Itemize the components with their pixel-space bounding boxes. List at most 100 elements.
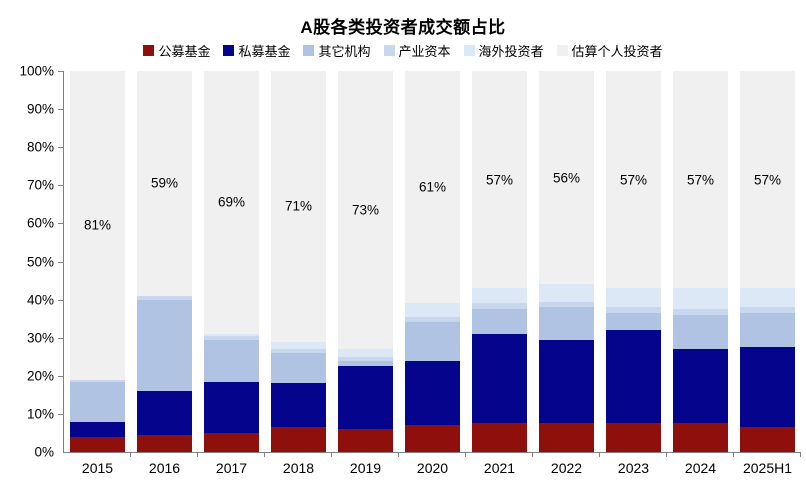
bar-segment (338, 349, 393, 357)
y-axis-tick (58, 337, 64, 339)
x-axis-tick (465, 453, 466, 457)
bar-segment (137, 391, 192, 435)
x-axis-label: 2020 (416, 460, 449, 476)
bar-segment (606, 330, 661, 424)
x-axis-label: 2024 (684, 460, 717, 476)
legend-swatch-icon (223, 45, 235, 56)
legend-label: 估算个人投资者 (571, 44, 663, 59)
bar-segment (204, 333, 259, 336)
bar-segment (137, 299, 192, 392)
legend-swatch-icon (303, 45, 315, 56)
bar-segment (606, 312, 661, 331)
x-axis-tick (800, 453, 801, 457)
bar-segment (539, 301, 594, 308)
bar-segment (405, 425, 460, 452)
bar-segment (673, 349, 728, 424)
bar-segment (472, 333, 527, 424)
y-axis-tick-label: 80% (26, 139, 54, 155)
bar-segment (338, 366, 393, 430)
bar-segment (338, 356, 393, 361)
bar-segment (338, 71, 393, 350)
bar-segment (271, 71, 326, 342)
bar-segment (70, 71, 125, 380)
chart-legend: 公募基金 私募基金 其它机构 产业资本 海外投资者 估算个人投资者 (0, 41, 806, 60)
legend-item: 海外投资者 (463, 41, 544, 60)
bar-value-label: 59% (150, 175, 179, 191)
bar-segment (70, 381, 125, 422)
bar-value-label: 57% (686, 172, 715, 188)
bar-segment (137, 434, 192, 452)
legend-item: 产业资本 (383, 41, 451, 60)
x-axis-label: 2025H1 (742, 460, 793, 476)
x-axis-label: 2023 (617, 460, 650, 476)
y-axis-tick (58, 375, 64, 377)
legend-swatch-icon (556, 45, 568, 56)
legend-swatch-icon (463, 45, 475, 56)
bar-segment (472, 71, 527, 289)
y-axis-tick (58, 147, 64, 149)
x-axis-tick (197, 453, 198, 457)
bar-segment (70, 421, 125, 437)
bar-segment (539, 284, 594, 302)
legend-swatch-icon (383, 45, 395, 56)
bar-segment (204, 381, 259, 433)
bar-segment (204, 71, 259, 334)
x-axis-tick (130, 453, 131, 457)
x-axis-tick (331, 453, 332, 457)
y-axis-tick (58, 223, 64, 225)
bar-segment (740, 307, 795, 313)
y-axis-tick (58, 109, 64, 111)
bar-segment (539, 307, 594, 340)
bar-segment (271, 383, 326, 428)
x-axis-tick (532, 453, 533, 457)
y-axis-tick (58, 185, 64, 187)
bar-value-label: 71% (284, 198, 313, 214)
y-axis-tick-label: 90% (26, 101, 54, 117)
x-axis-tick (599, 453, 600, 457)
bar-segment (271, 341, 326, 350)
bar-segment (70, 379, 125, 382)
bar-segment (405, 71, 460, 304)
y-axis-tick-label: 70% (26, 177, 54, 193)
bar-segment (606, 307, 661, 313)
bar-segment (338, 429, 393, 452)
bar-segment (204, 335, 259, 340)
y-axis-tick (58, 261, 64, 263)
bar-value-label: 57% (619, 172, 648, 188)
legend-item: 估算个人投资者 (556, 41, 663, 60)
bar-segment (338, 360, 393, 367)
bar-value-label: 73% (351, 202, 380, 218)
bar-segment (137, 71, 192, 296)
bar-segment (673, 71, 728, 289)
bar-segment (673, 314, 728, 350)
x-axis-tick (733, 453, 734, 457)
y-axis-tick-label: 50% (26, 254, 54, 269)
y-axis-tick-label: 20% (26, 368, 54, 384)
bar-segment (740, 347, 795, 428)
bar-segment (673, 309, 728, 315)
bar-segment (271, 352, 326, 384)
bar-segment (606, 423, 661, 452)
bar-segment (606, 71, 661, 289)
y-axis-tick-label: 100% (19, 63, 54, 79)
legend-label: 海外投资者 (478, 44, 544, 59)
y-axis-tick-label: 60% (26, 215, 54, 231)
x-axis-label: 2017 (215, 460, 248, 476)
bar-segment (271, 349, 326, 353)
bar-segment (740, 312, 795, 348)
bar-segment (539, 423, 594, 452)
bar-segment (472, 303, 527, 310)
bar-value-label: 61% (418, 179, 447, 195)
bar-segment (673, 288, 728, 310)
bar-segment (271, 427, 326, 452)
legend-item: 私募基金 (223, 41, 290, 60)
x-axis-label: 2018 (282, 460, 315, 476)
bar-segment (740, 427, 795, 452)
bar-segment (740, 288, 795, 308)
bar-segment (204, 339, 259, 382)
bar-segment (539, 71, 594, 285)
bar-segment (606, 288, 661, 308)
bar-segment (405, 303, 460, 317)
x-axis-label: 2022 (550, 460, 583, 476)
legend-item: 公募基金 (143, 41, 210, 60)
